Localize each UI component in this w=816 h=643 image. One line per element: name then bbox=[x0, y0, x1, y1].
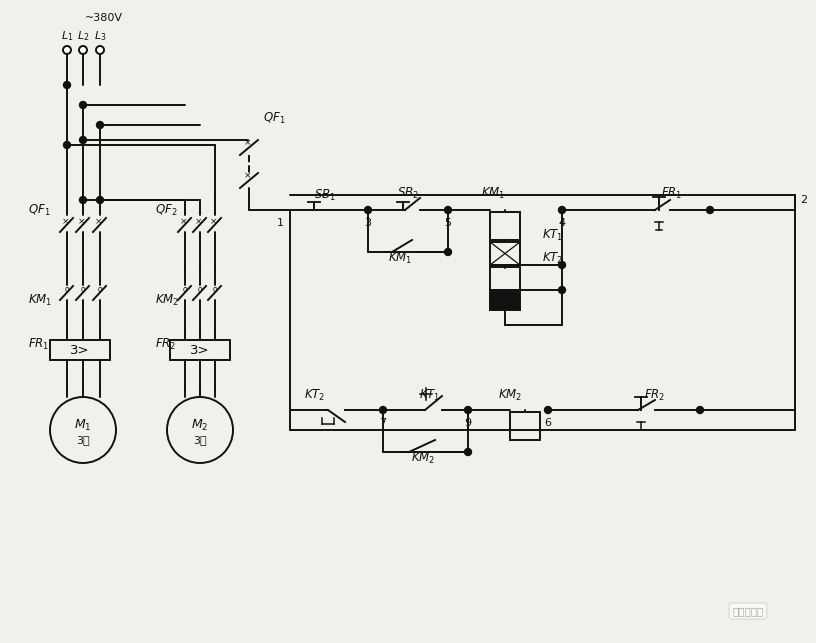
Circle shape bbox=[96, 197, 104, 203]
Bar bbox=[490, 212, 520, 240]
Text: ×: × bbox=[244, 172, 252, 181]
Text: $QF_1$: $QF_1$ bbox=[263, 111, 286, 125]
Text: ×: × bbox=[195, 217, 202, 226]
Circle shape bbox=[558, 262, 565, 269]
Text: $KM_1$: $KM_1$ bbox=[481, 185, 505, 201]
Circle shape bbox=[445, 248, 451, 255]
Circle shape bbox=[464, 449, 472, 455]
Circle shape bbox=[64, 82, 70, 89]
Circle shape bbox=[79, 46, 87, 54]
Text: 1: 1 bbox=[277, 218, 284, 228]
Circle shape bbox=[558, 287, 565, 293]
Text: $SB_1$: $SB_1$ bbox=[314, 188, 336, 203]
Text: ~380V: ~380V bbox=[85, 13, 123, 23]
Text: $KT_2$: $KT_2$ bbox=[542, 251, 563, 266]
Circle shape bbox=[365, 206, 371, 213]
Circle shape bbox=[558, 206, 565, 213]
Text: o: o bbox=[81, 285, 86, 294]
Text: 9: 9 bbox=[464, 418, 472, 428]
Text: 3>: 3> bbox=[190, 343, 210, 356]
Text: 小电工点点: 小电工点点 bbox=[733, 606, 764, 616]
Text: $KM_1$: $KM_1$ bbox=[28, 293, 52, 307]
Text: $SB_2$: $SB_2$ bbox=[397, 185, 419, 201]
Text: ×: × bbox=[62, 217, 69, 226]
Text: $QF_2$: $QF_2$ bbox=[155, 203, 177, 217]
Circle shape bbox=[445, 206, 451, 213]
Circle shape bbox=[79, 197, 86, 203]
Text: $FR_1$: $FR_1$ bbox=[28, 336, 50, 352]
Circle shape bbox=[64, 141, 70, 149]
Circle shape bbox=[464, 406, 472, 413]
Circle shape bbox=[707, 206, 713, 213]
Text: 2: 2 bbox=[800, 195, 807, 205]
Text: $QF_1$: $QF_1$ bbox=[28, 203, 51, 217]
Text: $FR_1$: $FR_1$ bbox=[661, 185, 683, 201]
Text: 6: 6 bbox=[544, 418, 552, 428]
Circle shape bbox=[79, 102, 86, 109]
Circle shape bbox=[544, 406, 552, 413]
Text: o: o bbox=[213, 285, 217, 294]
Bar bbox=[490, 242, 520, 265]
Text: $L_2$: $L_2$ bbox=[77, 29, 89, 43]
Bar bbox=[510, 412, 540, 440]
Text: ×: × bbox=[95, 217, 103, 226]
Text: o: o bbox=[183, 285, 188, 294]
Text: 3～: 3～ bbox=[193, 435, 206, 445]
Text: $KM_1$: $KM_1$ bbox=[388, 251, 412, 266]
Text: ×: × bbox=[78, 217, 86, 226]
Text: 5: 5 bbox=[445, 218, 451, 228]
Circle shape bbox=[96, 46, 104, 54]
Text: $KT_1$: $KT_1$ bbox=[419, 388, 441, 403]
Text: $M_2$: $M_2$ bbox=[191, 417, 209, 433]
Text: ×: × bbox=[211, 217, 218, 226]
Text: $L_1$: $L_1$ bbox=[60, 29, 73, 43]
Text: o: o bbox=[64, 285, 69, 294]
Text: o: o bbox=[197, 285, 202, 294]
Text: 4: 4 bbox=[558, 218, 565, 228]
Bar bbox=[490, 267, 520, 290]
Text: ×: × bbox=[180, 217, 188, 226]
Text: $L_3$: $L_3$ bbox=[94, 29, 106, 43]
Text: 7: 7 bbox=[379, 418, 387, 428]
Circle shape bbox=[697, 406, 703, 413]
Text: o: o bbox=[98, 285, 102, 294]
Text: 3>: 3> bbox=[70, 343, 90, 356]
Circle shape bbox=[96, 122, 104, 129]
Text: $KM_2$: $KM_2$ bbox=[411, 451, 435, 466]
Text: $KT_2$: $KT_2$ bbox=[304, 388, 326, 403]
Text: ×: × bbox=[244, 138, 252, 147]
Circle shape bbox=[63, 46, 71, 54]
Text: $FR_2$: $FR_2$ bbox=[155, 336, 176, 352]
Text: 3～: 3～ bbox=[76, 435, 90, 445]
Bar bbox=[490, 292, 520, 310]
Text: $M_1$: $M_1$ bbox=[74, 417, 91, 433]
Text: $FR_2$: $FR_2$ bbox=[645, 388, 666, 403]
Circle shape bbox=[79, 136, 86, 143]
Text: $KM_2$: $KM_2$ bbox=[155, 293, 180, 307]
Text: $KT_1$: $KT_1$ bbox=[542, 228, 563, 242]
Text: $KM_2$: $KM_2$ bbox=[498, 388, 522, 403]
Circle shape bbox=[379, 406, 387, 413]
Bar bbox=[50, 340, 110, 360]
Bar bbox=[170, 340, 230, 360]
Text: 3: 3 bbox=[365, 218, 371, 228]
